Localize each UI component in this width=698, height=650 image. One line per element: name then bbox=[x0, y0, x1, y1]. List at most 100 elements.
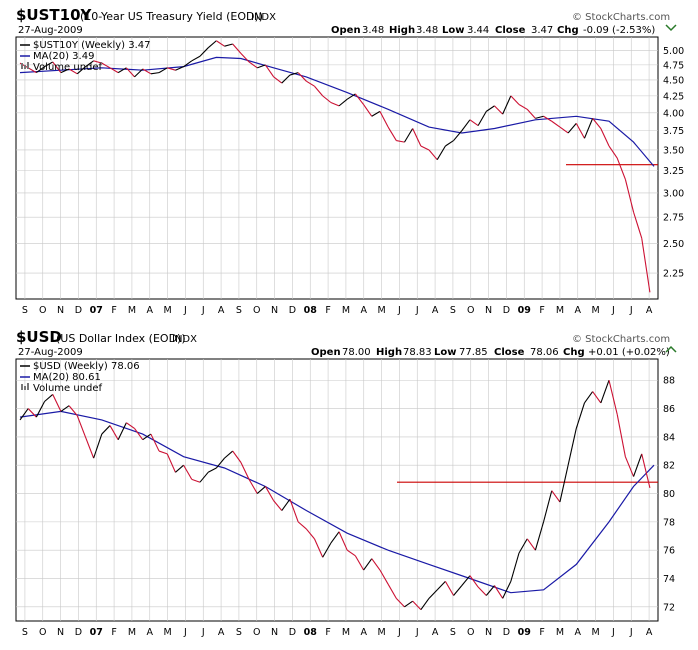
price-segment bbox=[354, 555, 365, 571]
chart1-legend-volume-bars-icon bbox=[21, 62, 29, 69]
x-tick-label: M bbox=[591, 627, 599, 638]
price-segment bbox=[526, 538, 536, 551]
price-segment bbox=[273, 500, 283, 511]
chart2-quote: Open 78.00 High 78.83 Low 77.85 Close 78… bbox=[311, 347, 670, 358]
chart1-low-label: Low bbox=[442, 25, 464, 36]
chart2-close: 78.06 bbox=[530, 347, 559, 358]
price-segment bbox=[93, 60, 102, 64]
chart1-exchange: INDX bbox=[251, 12, 276, 23]
price-segment bbox=[224, 450, 234, 459]
x-tick-label: D bbox=[289, 627, 296, 638]
price-segment bbox=[76, 415, 86, 438]
y-tick-label: 3.00 bbox=[663, 188, 684, 199]
price-segment bbox=[142, 433, 152, 441]
price-segment bbox=[257, 64, 266, 69]
price-segment bbox=[264, 64, 275, 78]
chart1-quote: Open 3.48 High 3.48 Low 3.44 Close 3.47 … bbox=[331, 25, 655, 36]
watermark-bottom[interactable]: © StockCharts.com bbox=[572, 334, 670, 345]
chart1-marks bbox=[19, 40, 658, 293]
price-segment bbox=[477, 586, 487, 596]
price-segment bbox=[428, 589, 438, 599]
price-segment bbox=[444, 581, 455, 596]
price-segment bbox=[575, 402, 585, 429]
x-tick-label: D bbox=[503, 627, 510, 638]
price-segment bbox=[494, 105, 504, 115]
price-segment bbox=[379, 111, 389, 128]
price-segment bbox=[240, 462, 250, 480]
y-tick-label: 4.50 bbox=[663, 75, 684, 86]
chart2-close-label: Close bbox=[494, 347, 525, 358]
x-tick-label: M bbox=[163, 627, 171, 638]
price-segment bbox=[289, 499, 299, 523]
y-tick-label: 3.75 bbox=[663, 126, 684, 137]
price-segment bbox=[117, 422, 127, 440]
x-tick-label: J bbox=[201, 627, 205, 638]
chart2-chevron-icon[interactable] bbox=[665, 345, 677, 353]
price-segment bbox=[445, 140, 454, 147]
price-segment bbox=[485, 585, 495, 596]
price-segment bbox=[52, 61, 62, 73]
price-segment bbox=[215, 457, 225, 469]
price-segment bbox=[526, 108, 536, 119]
price-segment bbox=[469, 575, 479, 588]
price-segment bbox=[535, 115, 544, 119]
price-segment bbox=[44, 61, 53, 68]
price-segment bbox=[150, 72, 160, 75]
x-tick-label: A bbox=[432, 305, 439, 316]
price-segment bbox=[354, 93, 365, 105]
price-segment bbox=[183, 60, 193, 68]
price-segment bbox=[485, 105, 495, 112]
chart2-marks bbox=[19, 380, 658, 611]
y-tick-label: 4.75 bbox=[663, 60, 684, 71]
price-segment bbox=[395, 597, 405, 608]
price-segment bbox=[248, 479, 258, 494]
y-tick-label: 78 bbox=[663, 517, 675, 528]
chart2-chg-label: Chg bbox=[563, 347, 585, 358]
price-segment bbox=[232, 43, 242, 54]
price-segment bbox=[387, 583, 397, 599]
price-segment bbox=[134, 68, 144, 78]
price-segment bbox=[616, 414, 626, 457]
price-segment bbox=[616, 157, 626, 180]
chart2-exchange: INDX bbox=[172, 334, 197, 345]
price-segment bbox=[428, 149, 438, 161]
chart2-legend: $USD (Weekly) 78.06 MA(20) 80.61 Volume … bbox=[20, 361, 140, 394]
x-tick-label: M bbox=[128, 627, 136, 638]
x-tick-label: F bbox=[111, 305, 116, 316]
price-segment bbox=[248, 61, 258, 69]
y-tick-label: 3.25 bbox=[663, 166, 684, 177]
chart2-high: 78.83 bbox=[403, 347, 432, 358]
price-segment bbox=[510, 552, 520, 582]
y-tick-label: 84 bbox=[663, 432, 675, 443]
chart1-high: 3.48 bbox=[416, 25, 438, 36]
price-segment bbox=[436, 580, 446, 591]
x-tick-label: O bbox=[39, 627, 46, 638]
price-segment bbox=[322, 95, 332, 103]
price-segment bbox=[240, 53, 250, 63]
watermark-top[interactable]: © StockCharts.com bbox=[572, 12, 670, 23]
x-tick-label: M bbox=[377, 305, 385, 316]
price-segment bbox=[36, 66, 45, 74]
price-segment bbox=[289, 72, 299, 76]
price-segment bbox=[314, 538, 324, 558]
y-tick-label: 86 bbox=[663, 404, 675, 415]
price-segment bbox=[35, 401, 46, 418]
x-tick-label: M bbox=[556, 305, 564, 316]
price-segment bbox=[379, 569, 389, 585]
chart2-high-label: High bbox=[376, 347, 402, 358]
x-tick-label: N bbox=[271, 305, 278, 316]
chart1-chevron-icon[interactable] bbox=[665, 24, 677, 32]
price-segment bbox=[396, 140, 405, 143]
price-segment bbox=[109, 425, 119, 440]
price-segment bbox=[60, 405, 70, 412]
price-segment bbox=[477, 111, 487, 126]
x-tick-label: F bbox=[111, 627, 116, 638]
x-tick-label: O bbox=[467, 305, 474, 316]
price-segment bbox=[117, 67, 127, 74]
x-tick-label: 08 bbox=[304, 627, 318, 638]
chart1-legend-volume: Volume undef bbox=[33, 62, 103, 73]
price-segment bbox=[633, 211, 643, 239]
ma-series-line bbox=[19, 56, 655, 167]
price-segment bbox=[167, 67, 176, 71]
x-tick-label: O bbox=[253, 305, 260, 316]
